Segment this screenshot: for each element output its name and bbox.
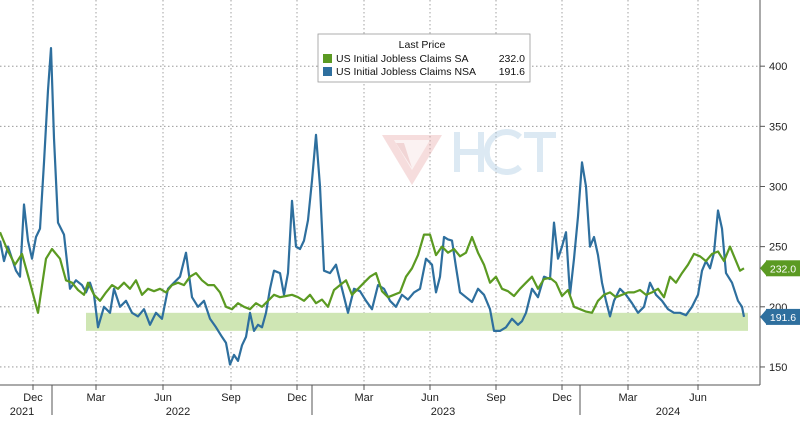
x-tick-label-8: Dec [552, 392, 572, 404]
x-tick-label-5: Mar [355, 392, 374, 404]
hct-watermark-logo [382, 129, 556, 185]
x-tick-label-7: Sep [486, 392, 506, 404]
x-tick-label-10: Jun [689, 392, 707, 404]
series-line-nsa [0, 47, 746, 366]
year-label-1: 2022 [166, 406, 190, 418]
x-tick-label-2: Jun [154, 392, 172, 404]
legend-label-nsa: US Initial Jobless Claims NSA [336, 66, 476, 78]
y-tick-label-5: 400 [769, 61, 787, 73]
x-tick-label-4: Dec [287, 392, 307, 404]
y-tick-label-2: 250 [769, 242, 787, 254]
series-line-sa [0, 231, 745, 314]
y-tick-label-4: 350 [769, 121, 787, 133]
x-tick-label-6: Jun [421, 392, 439, 404]
last-value-badge-sa: 232.0 [760, 260, 800, 277]
last-value-badge-nsa: 191.6 [760, 308, 800, 325]
x-tick-label-3: Sep [221, 392, 241, 404]
range-band [86, 312, 748, 331]
legend-value-sa: 232.0 [499, 53, 525, 65]
y-tick-label-3: 300 [769, 181, 787, 193]
year-label-3: 2024 [656, 406, 680, 418]
series-layer [0, 47, 746, 366]
x-tick-label-1: Mar [87, 392, 106, 404]
legend-label-sa: US Initial Jobless Claims SA [336, 53, 468, 65]
legend-swatch-nsa [323, 67, 332, 76]
legend: Last Price US Initial Jobless Claims SA … [317, 33, 531, 83]
year-label-0: 2021 [10, 406, 34, 418]
last-value-badge-nsa-text: 191.6 [770, 312, 796, 324]
legend-swatch-sa [323, 54, 332, 63]
last-value-badge-sa-text: 232.0 [770, 263, 796, 275]
y-tick-label-0: 150 [769, 362, 787, 374]
legend-value-nsa: 191.6 [499, 66, 525, 78]
x-tick-label-0: Dec [23, 392, 43, 404]
legend-title: Last Price [399, 39, 446, 51]
x-tick-label-9: Mar [619, 392, 638, 404]
band-layer [86, 312, 748, 331]
year-label-2: 2023 [431, 406, 455, 418]
